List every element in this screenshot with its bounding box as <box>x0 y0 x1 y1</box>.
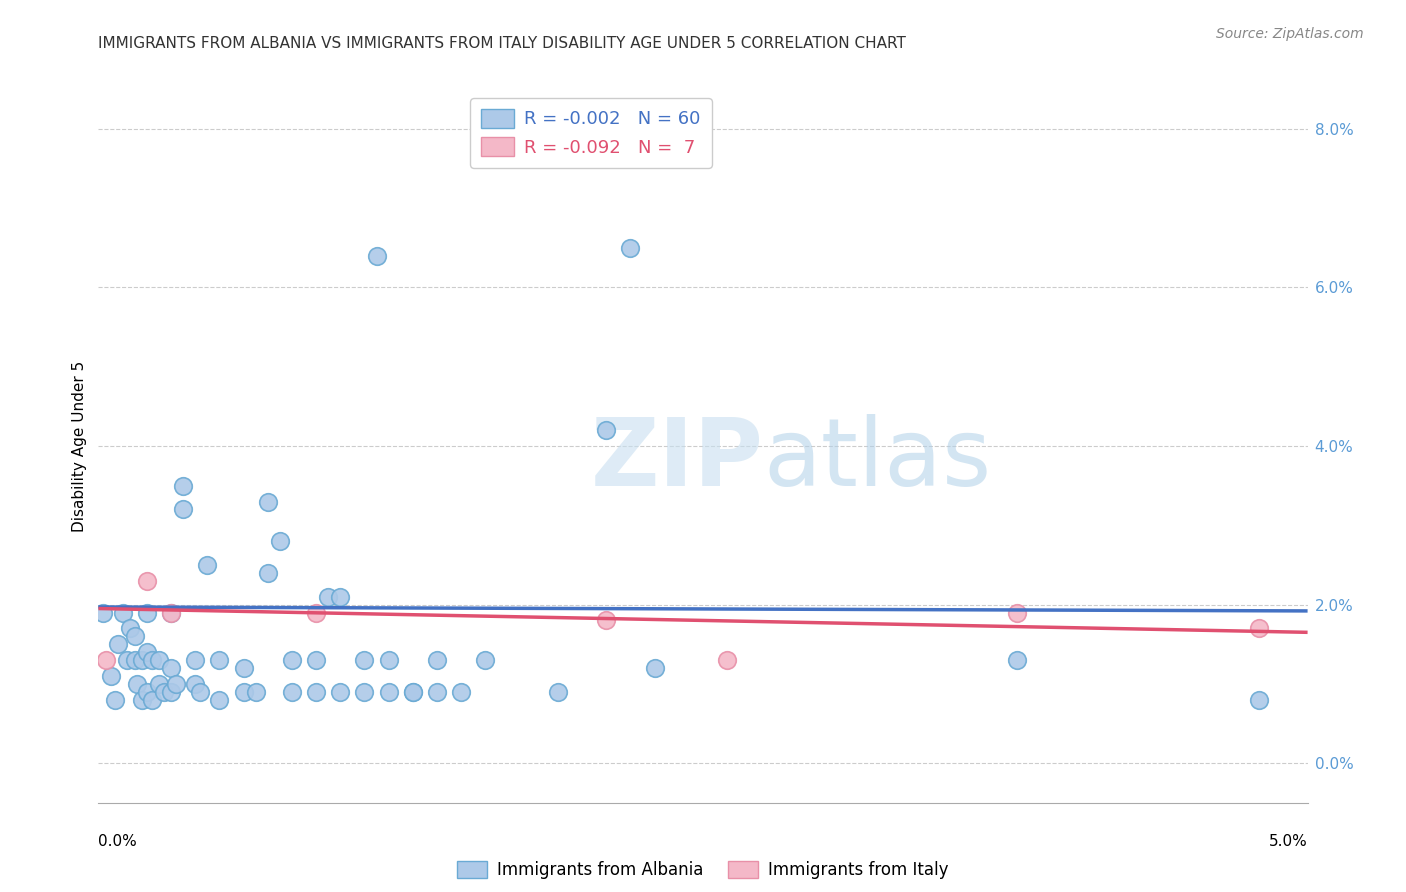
Point <box>141 653 163 667</box>
Point <box>152 685 174 699</box>
Point <box>377 685 399 699</box>
Point <box>160 606 183 620</box>
Point <box>172 478 194 492</box>
Point <box>450 685 472 699</box>
Point <box>305 685 328 699</box>
Point <box>188 685 211 699</box>
Point <box>619 241 641 255</box>
Point <box>107 637 129 651</box>
Point <box>245 685 267 699</box>
Point <box>281 685 304 699</box>
Text: 5.0%: 5.0% <box>1268 834 1308 849</box>
Text: ZIP: ZIP <box>591 414 763 507</box>
Point <box>184 653 207 667</box>
Point <box>131 692 153 706</box>
Point <box>329 590 352 604</box>
Point <box>316 590 339 604</box>
Point <box>232 661 254 675</box>
Point <box>256 566 278 580</box>
Point <box>91 606 114 620</box>
Point <box>118 621 141 635</box>
Point <box>353 653 375 667</box>
Point <box>104 692 127 706</box>
Point <box>141 692 163 706</box>
Point <box>127 677 149 691</box>
Point <box>305 606 328 620</box>
Point <box>208 653 231 667</box>
Point <box>595 423 617 437</box>
Point <box>716 653 738 667</box>
Point <box>426 653 449 667</box>
Point <box>195 558 218 572</box>
Point <box>160 661 183 675</box>
Point <box>1249 621 1271 635</box>
Text: 0.0%: 0.0% <box>98 834 138 849</box>
Text: Source: ZipAtlas.com: Source: ZipAtlas.com <box>1216 27 1364 41</box>
Point <box>474 653 496 667</box>
Point <box>1249 692 1271 706</box>
Point <box>1007 653 1029 667</box>
Point <box>232 685 254 699</box>
Point <box>1007 606 1029 620</box>
Point <box>117 653 139 667</box>
Point <box>595 614 617 628</box>
Point <box>402 685 425 699</box>
Point <box>135 645 157 659</box>
Point <box>172 502 194 516</box>
Point <box>353 685 375 699</box>
Point <box>547 685 569 699</box>
Point <box>402 685 425 699</box>
Point <box>160 685 183 699</box>
Text: IMMIGRANTS FROM ALBANIA VS IMMIGRANTS FROM ITALY DISABILITY AGE UNDER 5 CORRELAT: IMMIGRANTS FROM ALBANIA VS IMMIGRANTS FR… <box>98 36 907 51</box>
Point <box>135 574 157 588</box>
Text: atlas: atlas <box>763 414 991 507</box>
Point <box>281 653 304 667</box>
Point <box>366 249 388 263</box>
Legend: Immigrants from Albania, Immigrants from Italy: Immigrants from Albania, Immigrants from… <box>449 853 957 888</box>
Point <box>148 677 170 691</box>
Point <box>305 653 328 667</box>
Point <box>160 606 183 620</box>
Point <box>111 606 134 620</box>
Point <box>100 669 122 683</box>
Point <box>377 653 399 667</box>
Point <box>94 653 117 667</box>
Point <box>124 653 146 667</box>
Point <box>208 692 231 706</box>
Point <box>124 629 146 643</box>
Point <box>131 653 153 667</box>
Point <box>256 494 278 508</box>
Point <box>165 677 187 691</box>
Point <box>644 661 666 675</box>
Point <box>184 677 207 691</box>
Point <box>135 606 157 620</box>
Point <box>269 534 291 549</box>
Point <box>135 685 157 699</box>
Point <box>329 685 352 699</box>
Point <box>148 653 170 667</box>
Point <box>426 685 449 699</box>
Y-axis label: Disability Age Under 5: Disability Age Under 5 <box>72 360 87 532</box>
